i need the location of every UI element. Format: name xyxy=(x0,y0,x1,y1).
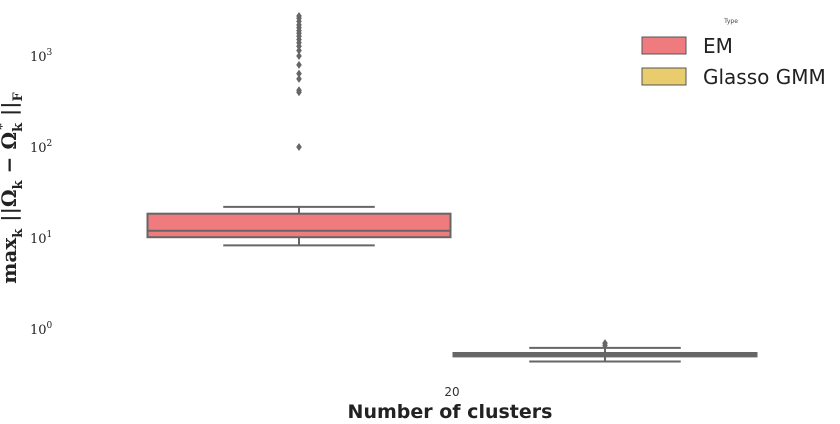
y-tick-label: 103 xyxy=(30,48,53,65)
x-axis-label: Number of clusters xyxy=(348,401,553,423)
y-tick-base: 10 xyxy=(30,141,47,156)
outlier-point xyxy=(602,339,608,348)
y-tick-base: 10 xyxy=(30,323,47,338)
y-tick-label: 101 xyxy=(30,230,52,247)
y-label-part: k xyxy=(11,228,26,238)
y-tick-label: 100 xyxy=(30,321,53,338)
y-label-part: − Ω xyxy=(0,132,21,181)
y-tick-label: 102 xyxy=(30,139,52,156)
y-tick-exponent: 2 xyxy=(47,139,53,149)
legend: Type EM Glasso GMM xyxy=(641,18,826,89)
legend-label: EM xyxy=(703,34,733,58)
outlier-point xyxy=(296,143,302,151)
legend-title: Type xyxy=(723,18,738,25)
outlier-point xyxy=(296,46,302,55)
y-axis-label: maxk ||Ωk − Ωk* ||F xyxy=(0,91,26,283)
box-plot-area xyxy=(146,12,758,363)
outlier-point xyxy=(296,69,302,78)
y-label-part: F xyxy=(11,91,26,101)
outlier-point xyxy=(296,74,302,83)
legend-swatch xyxy=(641,36,687,55)
legend-label: Glasso GMM xyxy=(703,65,826,89)
y-tick-base: 10 xyxy=(30,232,47,247)
box-iqr xyxy=(146,212,452,239)
y-tick-base: 10 xyxy=(30,50,47,65)
y-label-part: k xyxy=(11,179,26,189)
y-label-part: || xyxy=(0,101,21,123)
outlier-point xyxy=(296,86,302,95)
y-tick-exponent: 1 xyxy=(47,230,53,240)
y-label-part: k xyxy=(11,122,26,132)
outlier-point xyxy=(296,12,302,21)
y-label-part: * xyxy=(0,123,10,130)
y-tick-exponent: 0 xyxy=(47,321,53,331)
legend-swatch xyxy=(641,67,687,86)
box-em xyxy=(146,12,452,247)
x-tick-label: 20 xyxy=(444,385,459,399)
outlier-point xyxy=(296,52,302,60)
box-glasso-gmm xyxy=(452,339,758,363)
outlier-point xyxy=(296,60,302,69)
y-tick-exponent: 3 xyxy=(47,48,53,58)
y-label-part: ||Ω xyxy=(0,189,21,228)
y-label-part: max xyxy=(0,237,21,284)
x-axis-ticks: 20 xyxy=(444,385,459,399)
